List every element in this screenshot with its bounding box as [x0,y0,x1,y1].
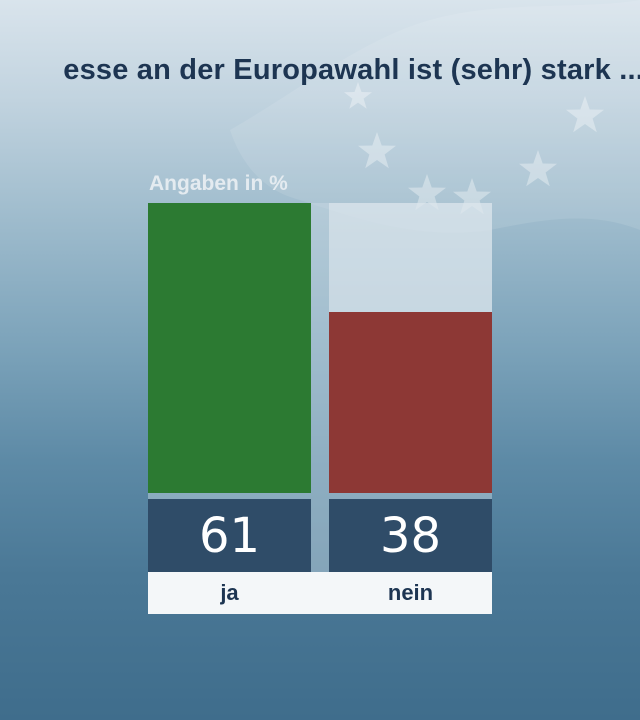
bar-ja [148,203,311,493]
bar-track [329,203,492,493]
unit-label: Angaben in % [149,172,288,195]
category-label-bar: ja nein [148,572,492,614]
value-label-nein: 38 [329,499,492,572]
category-label-nein: nein [387,580,434,605]
chart-title: esse an der Europawahl ist (sehr) stark … [63,54,640,86]
bar-track [148,203,311,493]
value-label-ja: 61 [148,499,311,572]
eu-stars-decoration [344,82,604,215]
bar-chart: 61 38 [148,203,492,572]
category-label-ja: ja [220,580,239,605]
bar-nein [329,312,492,493]
